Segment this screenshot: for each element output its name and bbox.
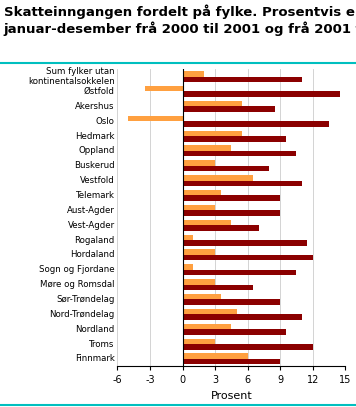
Bar	[183, 249, 215, 255]
Bar	[128, 116, 183, 121]
Bar	[183, 264, 193, 270]
Bar	[183, 294, 221, 300]
Bar	[183, 77, 302, 82]
Bar	[183, 309, 237, 314]
Bar	[183, 190, 221, 195]
Bar	[183, 160, 215, 166]
Bar	[183, 329, 286, 335]
Bar	[183, 220, 231, 225]
Bar	[183, 181, 302, 186]
Bar	[183, 145, 231, 151]
Bar	[183, 71, 204, 77]
Bar	[183, 121, 329, 127]
Bar	[183, 234, 193, 240]
Bar	[183, 284, 253, 290]
Bar	[183, 92, 340, 97]
Bar	[145, 86, 183, 92]
Bar	[183, 151, 297, 156]
X-axis label: Prosent: Prosent	[210, 391, 252, 401]
Bar	[183, 101, 242, 106]
Bar	[183, 205, 215, 210]
Bar	[183, 175, 253, 181]
Bar	[183, 359, 280, 364]
Bar	[183, 255, 313, 260]
Bar	[183, 339, 215, 344]
Bar	[183, 314, 302, 320]
Bar	[183, 225, 258, 231]
Bar	[183, 344, 313, 350]
Bar	[183, 324, 231, 329]
Bar	[183, 210, 280, 216]
Bar	[183, 240, 307, 245]
Bar	[183, 270, 297, 275]
Bar	[183, 300, 280, 305]
Bar	[183, 279, 215, 284]
Bar	[183, 195, 280, 201]
Bar	[183, 106, 275, 112]
Bar	[183, 353, 248, 359]
Text: Skatteinngangen fordelt på fylke. Prosentvis endring
januar-desember frå 2000 ti: Skatteinngangen fordelt på fylke. Prosen…	[4, 4, 356, 35]
Bar	[183, 131, 242, 136]
Bar	[183, 166, 269, 171]
Bar	[183, 136, 286, 142]
